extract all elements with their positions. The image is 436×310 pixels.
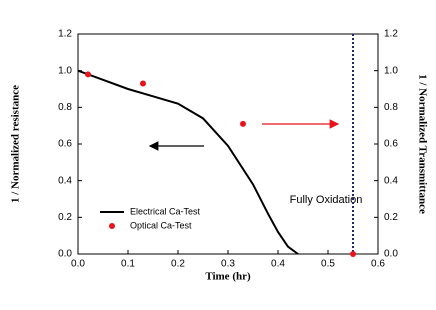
y2-tick-label: 0.4 — [384, 175, 398, 186]
x-tick-label: 0.5 — [321, 259, 335, 270]
marker — [85, 71, 91, 78]
y2-tick-label: 1.2 — [384, 29, 398, 40]
x-tick-label: 0.1 — [121, 259, 135, 270]
x-tick-label: 0.6 — [371, 259, 385, 270]
y-tick-label: 1.0 — [58, 65, 72, 76]
x-tick-label: 0.0 — [71, 259, 85, 270]
y-tick-label: 0.6 — [58, 139, 72, 150]
y2-tick-label: 0.8 — [384, 102, 398, 113]
marker — [350, 251, 356, 257]
y-tick-label: 0.8 — [58, 102, 72, 113]
legend-label: Electrical Ca-Test — [130, 206, 201, 216]
marker — [140, 80, 146, 87]
y2-tick-label: 0.2 — [384, 212, 398, 223]
y2-axis-label: 1 / Normalized Transmittance — [416, 74, 428, 214]
legend-swatch — [109, 223, 115, 229]
y2-tick-label: 0.0 — [384, 249, 398, 260]
y2-tick-label: 1.0 — [384, 65, 398, 76]
annotation: Fully Oxidation — [290, 194, 363, 206]
plot-frame — [77, 33, 379, 255]
series-line — [77, 69, 299, 255]
x-tick-label: 0.2 — [171, 259, 185, 270]
y-tick-label: 0.2 — [58, 212, 72, 223]
x-tick-label: 0.4 — [271, 259, 285, 270]
y2-tick-label: 0.6 — [384, 139, 398, 150]
marker — [240, 120, 246, 127]
x-axis-label: Time (hr) — [205, 271, 251, 283]
y-axis-label: 1 / Normalized resistance — [10, 85, 22, 203]
y-tick-label: 0.4 — [58, 175, 72, 186]
legend-label: Optical Ca-Test — [130, 220, 192, 230]
y-tick-label: 0.0 — [58, 249, 72, 260]
y-tick-label: 1.2 — [58, 29, 72, 40]
x-tick-label: 0.3 — [221, 259, 235, 270]
